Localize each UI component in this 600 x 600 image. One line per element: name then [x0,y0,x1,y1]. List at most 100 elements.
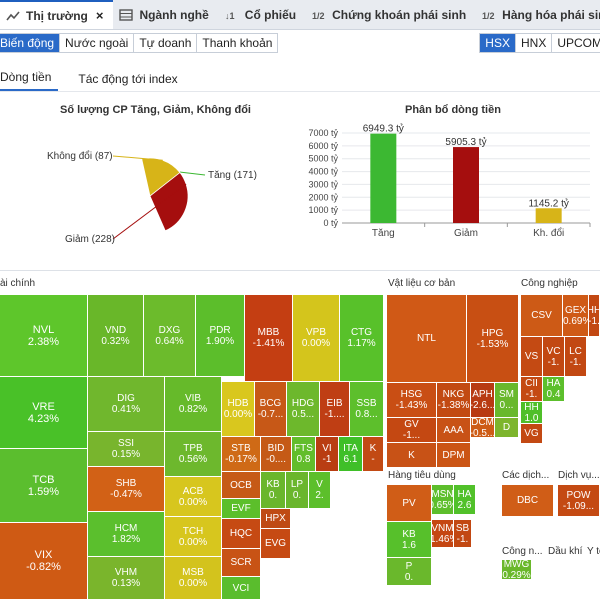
exchange-upcom[interactable]: UPCOM [557,36,600,50]
heatmap-cell[interactable]: KB 1.6 [387,522,432,558]
bar[interactable] [453,147,479,223]
heatmap-cell[interactable]: OCB [222,472,261,499]
heatmap-cell[interactable]: NKG -1.38% [437,383,471,418]
close-icon[interactable]: × [95,8,104,23]
group-label-dich-vu: Dịch vụ... [558,470,600,481]
heatmap-cell[interactable]: HCM 1.82% [88,512,165,557]
heatmap-cell[interactable]: EVG [261,529,291,559]
heatmap-cell[interactable]: DCM -0.5... [471,418,495,438]
heatmap-cell[interactable]: VRE 4.23% [0,377,88,449]
heatmap-cell[interactable]: TCB 1.59% [0,449,88,523]
exchange-hnx[interactable]: HNX [516,34,553,52]
heatmap-cell[interactable]: VIX -0.82% [0,523,88,600]
heatmap-cell[interactable]: HH-1. [589,295,600,337]
heatmap-cell[interactable]: HDG 0.5... [287,382,320,437]
heatmap-cell[interactable]: GV -1... [387,418,437,443]
heatmap-cell[interactable]: LP 0. [286,472,309,509]
heatmap-cell[interactable]: VS [521,337,543,377]
heatmap-cell[interactable]: FTS 0.8 [292,437,316,472]
heatmap-cell[interactable]: PV [387,485,432,522]
heatmap-cell[interactable]: PDR 1.90% [196,295,245,377]
heatmap-cell[interactable]: ACB 0.00% [165,477,222,517]
heatmap-cell[interactable]: EIB -1.... [320,382,350,437]
heatmap-cell[interactable]: K- [363,437,384,472]
heatmap-cell[interactable]: V 2. [309,472,331,509]
heatmap-cell[interactable]: SCR [222,549,261,577]
mode-thanh-khoan[interactable]: Thanh khoản [202,36,273,50]
heatmap-cell-ticker: ACB [182,485,204,497]
heatmap-cell-change: -1 [322,454,332,465]
tab-chung-khoan-phai-sinh[interactable]: 1/2 Chứng khoán phái sinh [306,0,476,29]
heatmap-cell[interactable]: VND 0.32% [88,295,144,377]
heatmap-cell[interactable]: SHB -0.47% [88,467,165,512]
heatmap-cell[interactable]: CSV [521,295,563,337]
heatmap-cell[interactable]: MSN0.65% [432,485,454,515]
heatmap-cell[interactable]: K [387,443,437,468]
heatmap-cell[interactable]: SSI 0.15% [88,432,165,467]
heatmap-cell[interactable]: DPM [437,443,471,468]
bar[interactable] [535,208,562,223]
tab-co-phieu[interactable]: ↓1 Cổ phiếu [219,0,306,29]
heatmap-cell[interactable]: BID -0.... [261,437,292,472]
heatmap-cell[interactable]: VHM 0.13% [88,557,165,600]
heatmap-cell[interactable]: HH 1.0 [521,402,543,424]
heatmap-cell[interactable]: EVF [222,499,261,519]
heatmap-cell[interactable]: HPX [261,509,291,529]
tab-hang-hoa-phai-sinh[interactable]: 1/2 Hàng hóa phái sinh [476,0,600,29]
heatmap-cell[interactable]: P 0. [387,558,432,586]
heatmap-cell[interactable]: LC -1. [565,337,587,377]
heatmap-cell[interactable]: APH -2.6... [471,383,495,418]
heatmap-cell[interactable]: VPB 0.00% [293,295,340,382]
tab-nganh-nghe[interactable]: Ngành nghề [113,0,218,29]
heatmap-cell-ticker: BCG [259,398,282,409]
heatmap-cell[interactable]: CTG 1.17% [340,295,384,382]
heatmap-cell[interactable]: HPG -1.53% [467,295,519,383]
heatmap-cell[interactable]: KB 0. [261,472,286,509]
mode-nuoc-ngoai[interactable]: Nước ngoài [60,34,135,52]
heatmap-cell[interactable]: DIG 0.41% [88,377,165,432]
heatmap-cell[interactable]: BCG -0.7... [255,382,287,437]
heatmap-cell[interactable]: VC -1. [543,337,565,377]
heatmap-cell[interactable]: SM 0... [495,383,519,418]
heatmap-cell[interactable]: ITA 6.1 [339,437,363,472]
heatmap-cell[interactable]: STB -0.17% [222,437,261,472]
exchange-hsx[interactable]: HSX [480,34,516,52]
main-tab-bar: Thị trường × Ngành nghề ↓1 Cổ phiếu 1/2 … [0,0,600,30]
heatmap-cell[interactable]: MSB 0.00% [165,557,222,600]
mode-tu-doanh[interactable]: Tự doanh [134,34,198,52]
heatmap-cell[interactable]: VIB 0.82% [165,377,222,432]
bar-y-tick-label: 6000 tỷ [308,141,338,151]
heatmap-cell-ticker: DCM [471,418,494,428]
tab-label: Hàng hóa phái sinh [502,7,600,22]
heatmap-cell[interactable]: VI -1 [316,437,339,472]
heatmap-cell[interactable]: NTL [387,295,467,383]
heatmap-cell-change: 0.13% [111,578,141,589]
tab-tac-dong-index[interactable]: Tác động tới index [78,72,178,86]
heatmap-cell[interactable]: VG [521,424,543,444]
heatmap-cell[interactable]: SB -1. [454,520,472,548]
heatmap-cell[interactable]: HSG -1.43% [387,383,437,418]
heatmap-cell[interactable]: MWG 0.29% [502,560,532,580]
heatmap-cell[interactable]: GEX-0.69% [563,295,589,337]
heatmap-cell[interactable]: HDB 0.00% [222,382,255,437]
mode-bien-dong[interactable]: Biến động [0,34,61,52]
heatmap-cell[interactable]: VCI [222,577,261,600]
tab-thi-truong[interactable]: Thị trường × [0,0,114,29]
heatmap-cell[interactable]: DXG 0.64% [144,295,196,377]
heatmap-cell[interactable]: POW -1.09... [558,485,600,517]
heatmap-cell[interactable]: MBB -1.41% [245,295,293,382]
bar[interactable] [370,133,397,223]
heatmap-cell[interactable]: CII -1. [521,377,543,402]
heatmap-cell[interactable]: TPB 0.56% [165,432,222,477]
heatmap-cell[interactable]: NVL 2.38% [0,295,88,377]
heatmap-cell[interactable]: HQC [222,519,261,549]
heatmap-cell[interactable]: HA 0.4 [543,377,565,402]
heatmap-cell[interactable]: SSB 0.8... [350,382,384,437]
tab-dong-tien[interactable]: Dòng tiền [0,70,59,91]
heatmap-cell[interactable]: D [495,418,519,438]
heatmap-cell[interactable]: TCH 0.00% [165,517,222,557]
heatmap-cell[interactable]: DBC [502,485,554,517]
heatmap-cell[interactable]: HA 2.6 [454,485,476,515]
heatmap-cell[interactable]: VNM-1.46% [432,520,454,548]
heatmap-cell[interactable]: AAA [437,418,471,443]
